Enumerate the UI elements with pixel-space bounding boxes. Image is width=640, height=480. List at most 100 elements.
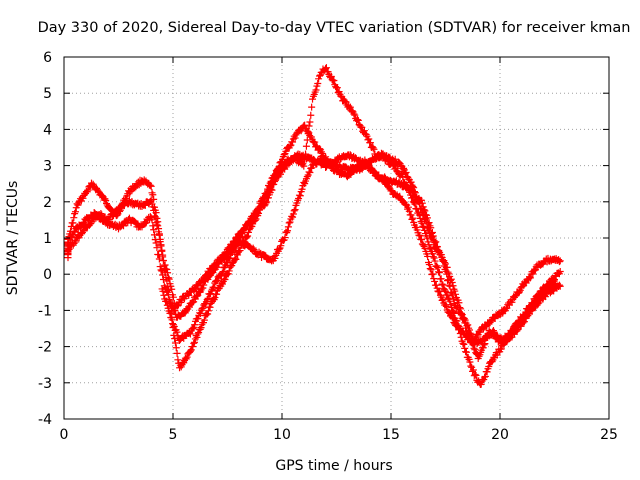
data-point-marker [306, 169, 314, 177]
data-point-marker [149, 203, 157, 211]
data-point-marker [280, 151, 288, 159]
data-point-marker [249, 244, 257, 252]
data-point-marker [353, 116, 361, 124]
data-point-marker [244, 232, 252, 240]
data-point-marker [103, 200, 111, 208]
data-point-marker [517, 322, 525, 330]
data-point-marker [308, 103, 316, 111]
data-point-marker [187, 346, 195, 354]
data-point-marker [289, 210, 297, 218]
data-point-marker [173, 349, 181, 357]
data-point-marker [552, 280, 560, 288]
data-point-marker [434, 264, 442, 272]
data-point-marker [305, 122, 313, 130]
data-point-marker [454, 322, 462, 330]
data-point-marker [427, 266, 435, 274]
x-tick-label: 10 [273, 427, 291, 443]
data-point-marker [149, 191, 157, 199]
data-point-marker [204, 307, 212, 315]
data-point-marker [150, 226, 158, 234]
data-point-marker [203, 296, 211, 304]
data-point-marker [360, 127, 368, 135]
data-point-marker [443, 291, 451, 299]
data-point-marker [428, 228, 436, 236]
data-point-marker [410, 199, 418, 207]
data-point-marker [161, 284, 169, 292]
data-point-marker [164, 274, 172, 282]
data-point-marker [234, 248, 242, 256]
data-point-marker [229, 245, 237, 253]
data-point-marker [260, 202, 268, 210]
data-point-marker [460, 314, 468, 322]
data-point-marker [206, 303, 214, 311]
data-point-marker [290, 207, 298, 215]
data-point-marker [435, 268, 443, 276]
data-point-marker [405, 207, 413, 215]
data-point-marker [540, 287, 548, 295]
data-point-marker [160, 291, 168, 299]
axis-ticks: 0 5 10 15 20 25 -4 -3 -2 -1 0 1 2 3 4 5 6 [38, 50, 618, 443]
data-point-marker [183, 353, 191, 361]
data-point-marker [400, 164, 408, 172]
data-point-marker [262, 199, 270, 207]
data-point-marker [189, 324, 197, 332]
data-point-marker [556, 268, 564, 276]
data-point-marker [415, 211, 423, 219]
data-point-marker [199, 284, 207, 292]
data-point-marker [197, 309, 205, 317]
data-point-marker [436, 287, 444, 295]
data-point-marker [404, 203, 412, 211]
data-point-marker [521, 311, 529, 319]
data-point-marker [70, 228, 78, 236]
data-point-marker [300, 162, 308, 170]
data-point-marker [470, 341, 478, 349]
data-point-marker [401, 169, 409, 177]
data-point-marker [181, 354, 189, 362]
data-point-marker [441, 286, 449, 294]
data-point-marker [181, 309, 189, 317]
data-point-marker [408, 194, 416, 202]
data-point-marker [446, 282, 454, 290]
data-point-marker [447, 288, 455, 296]
data-point-marker [431, 277, 439, 285]
data-point-marker [439, 295, 447, 303]
data-point-marker [411, 200, 419, 208]
data-point-marker [489, 327, 497, 335]
x-tick-label: 25 [600, 427, 618, 443]
data-point-marker [420, 223, 428, 231]
data-point-marker [70, 239, 78, 247]
data-point-marker [526, 274, 534, 282]
data-point-marker [156, 263, 164, 271]
data-point-marker [67, 223, 75, 231]
data-point-marker [383, 155, 391, 163]
plot-points [64, 64, 564, 389]
data-point-marker [87, 219, 95, 227]
data-point-marker [218, 269, 226, 277]
data-point-marker [429, 232, 437, 240]
data-point-marker [153, 244, 161, 252]
data-point-marker [281, 234, 289, 242]
data-point-marker [432, 238, 440, 246]
data-point-marker [303, 136, 311, 144]
data-point-marker [161, 261, 169, 269]
data-point-marker [440, 262, 448, 270]
data-point-marker [148, 216, 156, 224]
data-point-marker [311, 138, 319, 146]
data-point-marker [207, 270, 215, 278]
data-point-marker [164, 269, 172, 277]
y-tick-label: -4 [38, 412, 52, 428]
data-point-marker [149, 222, 157, 230]
data-point-marker [225, 267, 233, 275]
data-point-marker [190, 339, 198, 347]
data-point-marker [426, 265, 434, 273]
data-point-marker [481, 373, 489, 381]
data-point-marker [262, 190, 270, 198]
data-point-marker [263, 198, 271, 206]
data-point-marker [316, 145, 324, 153]
data-point-marker [135, 181, 143, 189]
data-point-marker [233, 238, 241, 246]
data-point-marker [196, 325, 204, 333]
data-point-marker [162, 297, 170, 305]
data-point-marker [291, 134, 299, 142]
data-point-marker [425, 261, 433, 269]
